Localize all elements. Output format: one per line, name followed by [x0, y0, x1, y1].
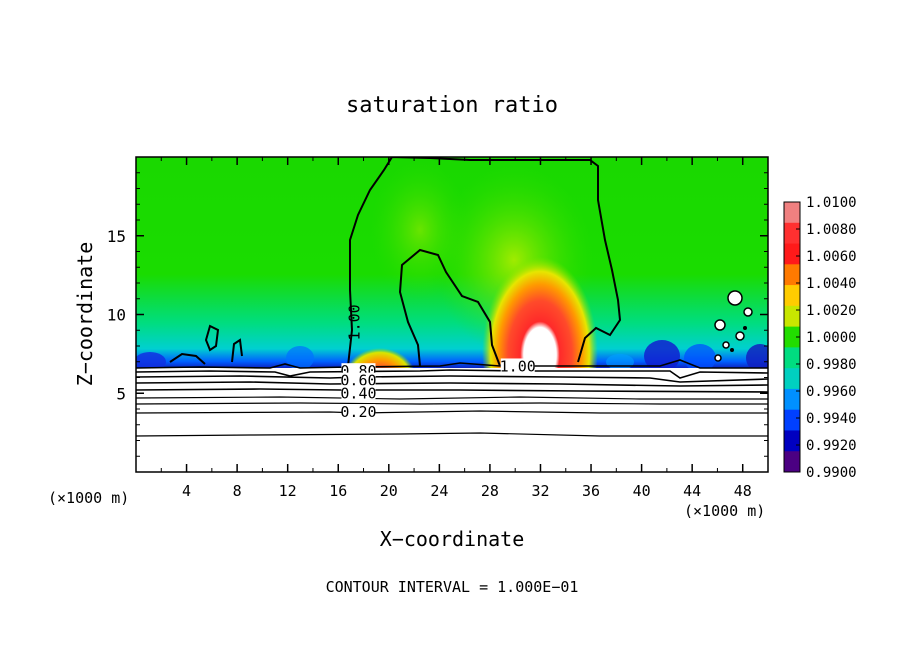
colorbar-swatch [784, 243, 800, 265]
contour-line [136, 369, 768, 379]
saturation-halo-left [370, 160, 470, 300]
colorbar-swatch [784, 347, 800, 369]
isolated-cells [714, 290, 753, 362]
contour-label-text: 0.60 [340, 372, 376, 390]
colorbar-label: 1.0040 [806, 276, 857, 292]
colorbar-label: 1.0020 [806, 303, 857, 319]
contour-label-bg [341, 385, 376, 400]
x-tick-label: 36 [582, 482, 600, 500]
plot-area [136, 157, 768, 472]
x-axis-label: X−coordinate [380, 527, 525, 551]
colorbar-swatch [784, 285, 800, 307]
x-tick-label: 40 [633, 482, 651, 500]
contour-line [136, 432, 768, 437]
colorbar-label: 1.0080 [806, 222, 857, 238]
y-axis: 5 10 15 [107, 172, 768, 457]
colorbar-swatch [784, 451, 800, 473]
x-tick-label: 16 [329, 482, 347, 500]
contour-label: 1.00 [500, 357, 536, 375]
y-tick-label: 10 [107, 306, 126, 325]
x-tick-label: 32 [531, 482, 549, 500]
contour-label-bg [341, 372, 376, 387]
colorbar-label: 1.0000 [806, 330, 857, 346]
colorbar-swatch [784, 368, 800, 390]
y-tick-label: 15 [107, 227, 126, 246]
contour-label: 0.60 [340, 372, 376, 390]
subsaturation-patch [286, 346, 314, 370]
colorbar-swatch [784, 430, 800, 452]
contour-label: 1.00 [346, 304, 364, 340]
contour-line [136, 375, 768, 383]
contour-line [136, 381, 768, 387]
x-tick-label: 4 [182, 482, 191, 500]
contour-line [136, 410, 768, 414]
colorbar-label: 0.9920 [806, 438, 857, 454]
colorbar-label: 0.9960 [806, 384, 857, 400]
contour-label-text: 1.00 [500, 357, 536, 375]
colorbar: 1.0100 1.0080 1.0060 1.0040 1.0020 1.0000 0.99… [783, 195, 857, 481]
x-axis-unit-right: (×1000 m) [684, 502, 765, 520]
contour-line-1-00 [231, 338, 243, 363]
x-tick-label: 28 [481, 482, 499, 500]
colorbar-swatch [784, 388, 800, 411]
x-tick-label: 24 [430, 482, 448, 500]
subsaturation-patch [644, 340, 680, 372]
colorbar-label: 0.9980 [806, 357, 857, 373]
contour-line-1-00 [347, 157, 622, 367]
colorbar-swatch [784, 326, 800, 348]
contour-interval-note: CONTOUR INTERVAL = 1.000E−01 [326, 578, 579, 596]
contour-line-1-00 [169, 352, 206, 365]
x-tick-label: 44 [683, 482, 701, 500]
contour-label: 0.40 [340, 384, 376, 402]
x-tick-label: 12 [279, 482, 297, 500]
colorbar-swatch [784, 305, 800, 328]
contour-line [136, 396, 768, 400]
contour-label-bg [500, 358, 535, 373]
x-tick-label: 8 [233, 482, 242, 500]
chart-title: saturation ratio [346, 93, 558, 118]
y-tick-label: 5 [116, 384, 126, 403]
y-axis-label: Z−coordinate [73, 242, 97, 387]
contour-label-bg [341, 404, 376, 419]
contour-line [136, 359, 768, 369]
colorbar-label: 1.0100 [806, 195, 857, 211]
colorbar-label: 0.9900 [806, 465, 857, 481]
contour-line [136, 402, 768, 405]
contour-label-text: 1.00 [346, 304, 364, 340]
colorbar-swatch [784, 202, 800, 224]
colorbar-swatch [784, 222, 800, 245]
subsaturation-patch [746, 344, 768, 372]
colorbar-swatch [784, 409, 800, 431]
colorbar-label: 0.9940 [806, 411, 857, 427]
x-tick-label: 20 [380, 482, 398, 500]
x-axis: 4 8 12 16 20 24 28 32 36 40 44 48 [160, 157, 752, 500]
contour-line-1-00 [398, 248, 501, 367]
contour-labels: 1.001.000.800.600.400.20 [340, 304, 535, 421]
x-tick-label: 48 [734, 482, 752, 500]
contour-label-text: 0.20 [340, 403, 376, 421]
contour-line [136, 388, 768, 393]
colorbar-label: 1.0060 [806, 249, 857, 265]
x-axis-unit-left: (×1000 m) [48, 489, 129, 507]
contour-label: 0.20 [340, 403, 376, 421]
contour-line-1-00 [204, 324, 220, 352]
subsaturation-patch [606, 354, 634, 370]
colorbar-swatch [784, 264, 800, 286]
contour-label-text: 0.40 [340, 384, 376, 402]
